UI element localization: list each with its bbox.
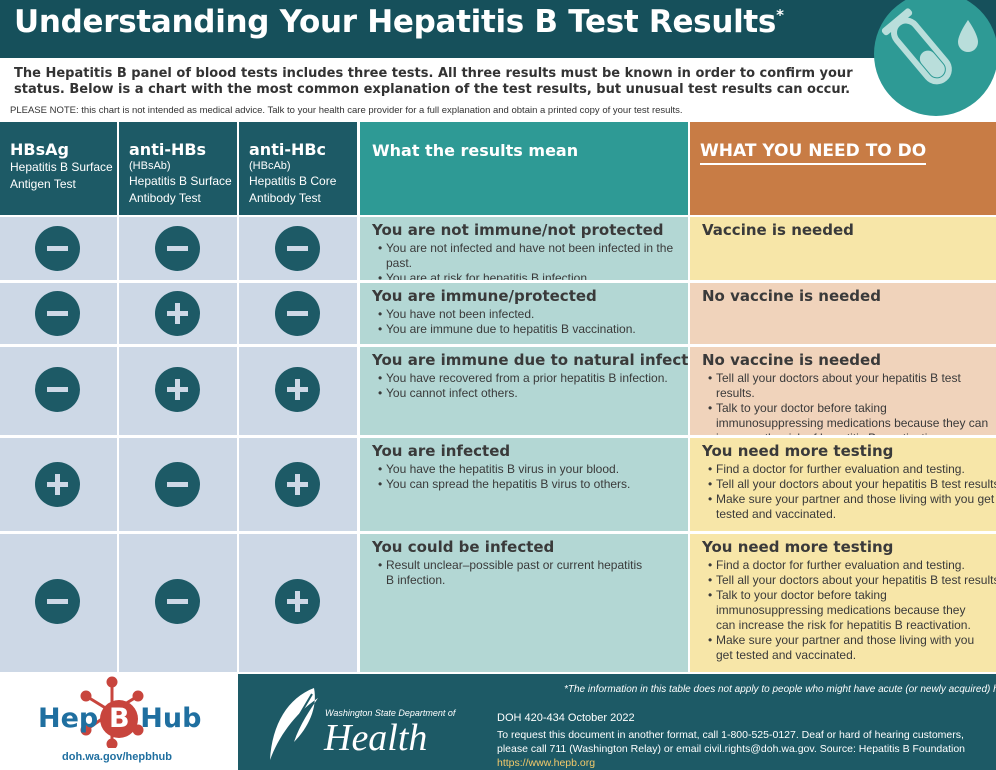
action-cell: No vaccine is needed	[690, 283, 996, 344]
list-item: You can spread the hepatitis B virus to …	[372, 477, 688, 492]
hep-b-hub-link[interactable]: doh.wa.gov/hepbhub	[62, 751, 172, 763]
feather-icon	[270, 688, 318, 760]
plus-icon	[35, 462, 80, 507]
doh-logo-text: Health	[324, 717, 428, 759]
list-item: Tell all your doctors about your hepatit…	[702, 573, 996, 588]
result-cell	[119, 438, 237, 531]
action-cell: No vaccine is needed Tell all your docto…	[690, 347, 996, 435]
list-item: You have recovered from a prior hepatiti…	[372, 371, 688, 386]
minus-icon	[35, 291, 80, 336]
medical-note: PLEASE NOTE: this chart is not intended …	[10, 105, 683, 116]
disclaimer-text: *The information in this table does not …	[564, 684, 996, 695]
minus-icon	[35, 226, 80, 271]
document-id: DOH 420-434 October 2022	[497, 712, 635, 724]
list-item: Tell all your doctors about your hepatit…	[702, 371, 992, 401]
list-item: Make sure your partner and those living …	[702, 633, 986, 663]
list-item: Tell all your doctors about your hepatit…	[702, 477, 996, 492]
hero-circle	[874, 0, 996, 116]
list-item: You are not infected and have not been i…	[372, 241, 688, 271]
column-header-meaning: What the results mean	[360, 122, 688, 215]
action-cell: Vaccine is needed	[690, 217, 996, 280]
result-cell	[239, 347, 357, 435]
meaning-cell: You are immune due to natural infection …	[360, 347, 688, 435]
list-item: You are at risk for hepatitis B infectio…	[372, 271, 688, 280]
intro-text: The Hepatitis B panel of blood tests inc…	[14, 66, 853, 97]
hepb-link[interactable]: https://www.hepb.org	[497, 757, 596, 769]
result-cell	[119, 283, 237, 344]
document-info: To request this document in another form…	[497, 729, 966, 769]
minus-icon	[155, 226, 200, 271]
action-cell: You need more testing Find a doctor for …	[690, 534, 996, 672]
result-cell	[239, 534, 357, 672]
plus-icon	[275, 579, 320, 624]
plus-icon	[275, 367, 320, 412]
result-cell	[0, 438, 117, 531]
title-banner: Understanding Your Hepatitis B Test Resu…	[0, 0, 996, 58]
column-header-hbsag: HBsAg Hepatitis B Surface Antigen Test	[0, 122, 117, 215]
result-cell	[239, 438, 357, 531]
meaning-cell: You are not immune/not protected You are…	[360, 217, 688, 280]
column-header-action: WHAT YOU NEED TO DO	[690, 122, 996, 215]
meaning-cell: You could be infected Result unclear–pos…	[360, 534, 688, 672]
result-cell	[0, 283, 117, 344]
result-cell	[0, 217, 117, 280]
list-item: Find a doctor for further evaluation and…	[702, 558, 996, 573]
hep-b-hub-logo: Hep B Hub	[38, 700, 201, 738]
action-cell: You need more testing Find a doctor for …	[690, 438, 996, 531]
list-item: You cannot infect others.	[372, 386, 688, 401]
list-item: Talk to your doctor before taking immuno…	[702, 588, 986, 633]
minus-icon	[275, 291, 320, 336]
test-tube-icon	[881, 8, 978, 85]
doh-department-label: Washington State Department of	[325, 708, 456, 718]
list-item: You have the hepatitis B virus in your b…	[372, 462, 688, 477]
result-cell	[119, 534, 237, 672]
list-item: Result unclear–possible past or current …	[372, 558, 652, 588]
result-cell	[239, 283, 357, 344]
result-cell	[119, 347, 237, 435]
result-cell	[0, 534, 117, 672]
list-item: You have not been infected.	[372, 307, 688, 322]
meaning-cell: You are infected You have the hepatitis …	[360, 438, 688, 531]
list-item: You are immune due to hepatitis B vaccin…	[372, 322, 688, 337]
minus-icon	[155, 579, 200, 624]
list-item: Make sure your partner and those living …	[702, 492, 996, 522]
list-item: Talk to your doctor before taking immuno…	[702, 401, 992, 435]
column-header-anti-hbc: anti-HBc (HBcAb) Hepatitis B Core Antibo…	[239, 122, 357, 215]
column-header-anti-hbs: anti-HBs (HBsAb) Hepatitis B Surface Ant…	[119, 122, 237, 215]
plus-icon	[155, 367, 200, 412]
minus-icon	[35, 367, 80, 412]
doh-panel	[238, 674, 996, 770]
drop-icon	[958, 20, 978, 52]
minus-icon	[275, 226, 320, 271]
minus-icon	[35, 579, 80, 624]
page-title: Understanding Your Hepatitis B Test Resu…	[14, 4, 784, 40]
meaning-cell: You are immune/protected You have not be…	[360, 283, 688, 344]
list-item: Find a doctor for further evaluation and…	[702, 462, 996, 477]
result-cell	[0, 347, 117, 435]
plus-icon	[275, 462, 320, 507]
minus-icon	[155, 462, 200, 507]
plus-icon	[155, 291, 200, 336]
result-cell	[239, 217, 357, 280]
result-cell	[119, 217, 237, 280]
